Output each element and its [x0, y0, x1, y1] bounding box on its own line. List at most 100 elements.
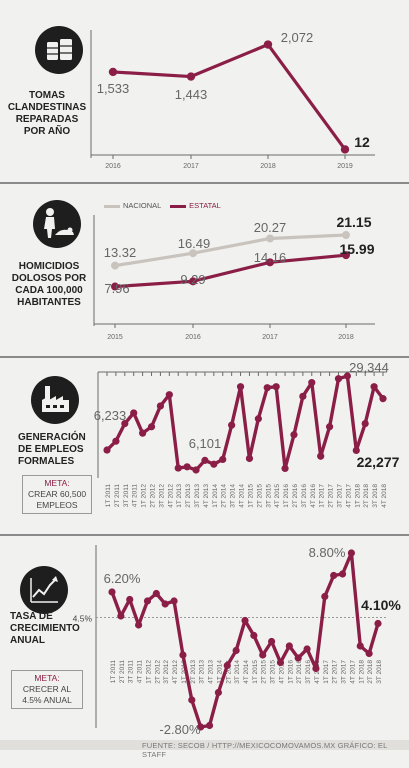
x-tick-label: 2019: [337, 163, 353, 170]
data-label: 21.15: [336, 214, 371, 230]
x-tick-label: 1T 2013: [176, 484, 183, 508]
legend-swatch-nacional: [104, 204, 120, 208]
data-point: [219, 455, 227, 464]
data-label: 4.10%: [361, 597, 401, 613]
data-point: [281, 464, 289, 472]
data-point: [325, 423, 334, 431]
panel-tomas: TOMAS CLANDESTINAS REPARADAS POR AÑO: [0, 0, 409, 178]
barrels-icon: [35, 26, 83, 74]
x-tick-label: 2018: [338, 334, 354, 341]
x-tick-label: 1T 2017: [323, 660, 330, 684]
x-tick-label: 1T 2018: [354, 484, 361, 508]
data-label: 6,101: [189, 436, 222, 451]
data-point: [103, 446, 111, 454]
data-point: [147, 423, 156, 431]
data-point: [205, 721, 214, 730]
x-tick-label: 1T 2014: [212, 484, 219, 508]
data-point: [111, 261, 119, 270]
data-point: [170, 597, 178, 605]
data-point: [370, 383, 378, 391]
x-tick-label: 2017: [262, 334, 278, 341]
legend: NACIONAL ESTATAL: [104, 201, 221, 210]
x-tick-label: 3T 2011: [123, 484, 130, 508]
data-point: [186, 72, 196, 81]
data-label: 7.96: [104, 281, 129, 296]
data-point: [266, 258, 274, 267]
x-tick-label: 4T 2012: [167, 484, 174, 508]
tomas-line: [112, 42, 347, 151]
data-point: [312, 664, 320, 673]
x-tick-label: 2T 2013: [185, 484, 192, 508]
data-label: 8.80%: [309, 545, 346, 560]
data-point: [156, 402, 165, 410]
data-point: [321, 592, 329, 601]
data-point: [266, 234, 274, 243]
x-tick-label: 2T 2014: [221, 484, 228, 508]
data-point: [223, 661, 231, 670]
data-point: [135, 621, 143, 629]
data-point: [342, 251, 350, 260]
data-point: [259, 651, 267, 659]
legend-swatch-estatal: [170, 204, 187, 208]
data-point: [365, 649, 373, 658]
data-point: [183, 463, 191, 471]
x-tick-label: 2T 2018: [363, 484, 370, 508]
data-point: [343, 372, 351, 380]
x-tick-label: 2T 2014: [225, 660, 232, 684]
x-tick-label: 3T 2018: [372, 484, 379, 508]
factory-icon: [31, 376, 79, 424]
crecimiento-meta: META: CRECER AL 4.5% ANUAL: [11, 670, 83, 709]
data-point: [112, 437, 120, 445]
data-point: [303, 645, 311, 653]
x-tick-label: 3T 2011: [128, 660, 135, 684]
data-point: [188, 696, 196, 704]
x-tick-label: 3T 2012: [158, 484, 165, 508]
data-point: [276, 658, 285, 667]
data-point: [192, 466, 200, 474]
legend-estatal: ESTATAL: [189, 201, 221, 210]
data-label: 15.99: [339, 241, 374, 257]
legend-nacional: NACIONAL: [123, 201, 162, 210]
x-tick-label: 4T 2015: [278, 660, 285, 684]
x-tick-label: 1T 2016: [287, 660, 294, 684]
source-note: FUENTE: SECOB / HTTP://MEXICOCOMOVAMOS.M…: [142, 741, 388, 759]
x-tick-label: 4T 2013: [208, 660, 215, 684]
x-tick-label: 4T 2017: [345, 484, 352, 508]
data-point: [263, 40, 273, 49]
data-point: [232, 646, 240, 655]
divider: [0, 534, 409, 536]
x-tick-label: 3T 2017: [336, 484, 343, 508]
growth-chart-icon: [20, 566, 68, 614]
data-label: 1,443: [175, 87, 208, 102]
x-tick-label: 2T 2012: [154, 660, 161, 684]
data-point: [117, 612, 125, 620]
x-tick-label: 2016: [105, 163, 121, 170]
data-point: [342, 231, 350, 240]
data-point: [299, 392, 307, 400]
x-tick-label: 2T 2015: [256, 484, 263, 508]
meta-text: CREAR 60,500 EMPLEOS: [27, 489, 87, 510]
meta-text: CRECER AL 4.5% ANUAL: [22, 684, 72, 705]
x-tick-label: 2T 2016: [296, 660, 303, 684]
data-point: [197, 723, 205, 731]
divider: [0, 740, 409, 750]
x-tick-label: 2015: [107, 334, 123, 341]
x-tick-label: 4T 2018: [381, 484, 388, 508]
data-point: [236, 383, 245, 391]
x-tick-label: 1T 2014: [216, 660, 223, 684]
panel-empleos: GENERACIÓN DE EMPLEOS FORMALES META: CRE…: [0, 360, 409, 532]
data-point: [356, 642, 364, 650]
x-tick-label: 3T 2015: [270, 660, 277, 684]
data-point: [317, 452, 325, 460]
x-tick-label: 3T 2018: [376, 660, 383, 684]
x-tick-label: 2016: [185, 334, 201, 341]
panel-homicidios: HOMICIDIOS DOLOSOS POR CADA 100,000 HABI…: [0, 186, 409, 354]
meta-label: META:: [34, 673, 60, 683]
data-point: [152, 589, 160, 598]
data-point: [228, 421, 236, 429]
x-tick-label: 3T 2014: [230, 484, 237, 508]
meta-label: META:: [44, 478, 70, 488]
x-tick-label: 3T 2017: [341, 660, 348, 684]
data-point: [290, 431, 298, 439]
